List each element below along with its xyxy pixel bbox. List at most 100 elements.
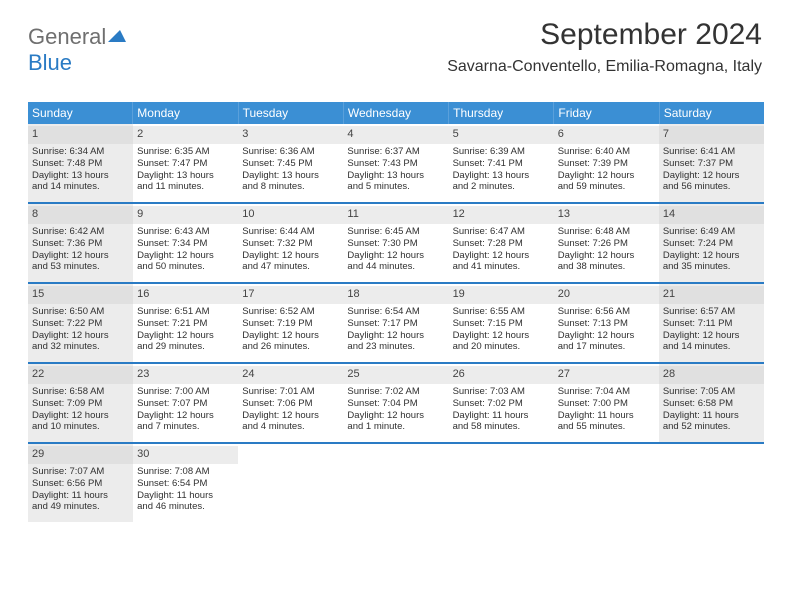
logo-word1: General (28, 24, 106, 49)
sunset-text: Sunset: 6:56 PM (32, 478, 129, 490)
week-row: 8 Sunrise: 6:42 AMSunset: 7:36 PM Daylight… (28, 202, 764, 282)
daylight-text: and 47 minutes. (242, 261, 339, 273)
sunset-text: Sunset: 7:32 PM (242, 238, 339, 250)
sunrise-text: Sunrise: 6:47 AM (453, 226, 550, 238)
daylight-text: Daylight: 12 hours (663, 330, 760, 342)
sunrise-text: Sunrise: 6:54 AM (347, 306, 444, 318)
day-number: 4 (343, 126, 448, 144)
day-cell: 7Sunrise: 6:41 AMSunset: 7:37 PMDaylight… (659, 124, 764, 202)
day-cell: 6Sunrise: 6:40 AMSunset: 7:39 PMDaylight… (554, 124, 659, 202)
daylight-text: Daylight: 11 hours (663, 410, 760, 422)
sunrise-text: Sunrise: 7:07 AM (32, 466, 129, 478)
day-cell: 28Sunrise: 7:05 AMSunset: 6:58 PMDayligh… (659, 364, 764, 442)
day-cell: 11Sunrise: 6:45 AMSunset: 7:30 PMDayligh… (343, 204, 448, 282)
daylight-text: Daylight: 12 hours (137, 410, 234, 422)
sunset-text: Sunset: 7:45 PM (242, 158, 339, 170)
sunset-text: Sunset: 7:37 PM (663, 158, 760, 170)
sunset-text: Sunset: 7:09 PM (32, 398, 129, 410)
daylight-text: Daylight: 12 hours (558, 330, 655, 342)
daylight-text: Daylight: 12 hours (347, 410, 444, 422)
daylight-text: and 1 minute. (347, 421, 444, 433)
day-number: 20 (554, 286, 659, 304)
daylight-text: and 4 minutes. (242, 421, 339, 433)
day-number: 3 (238, 126, 343, 144)
day-cell: 16Sunrise: 6:51 AMSunset: 7:21 PMDayligh… (133, 284, 238, 362)
day-cell: 20Sunrise: 6:56 AMSunset: 7:13 PMDayligh… (554, 284, 659, 362)
day-number: 21 (659, 286, 764, 304)
sunset-text: Sunset: 7:17 PM (347, 318, 444, 330)
daylight-text: Daylight: 11 hours (453, 410, 550, 422)
daylight-text: Daylight: 13 hours (137, 170, 234, 182)
day-cell (659, 444, 764, 522)
daylight-text: Daylight: 12 hours (558, 250, 655, 262)
daylight-text: and 35 minutes. (663, 261, 760, 273)
day-number: 18 (343, 286, 448, 304)
daylight-text: Daylight: 13 hours (32, 170, 129, 182)
day-number: 28 (659, 366, 764, 384)
sunset-text: Sunset: 7:28 PM (453, 238, 550, 250)
day-number: 27 (554, 366, 659, 384)
daylight-text: Daylight: 12 hours (242, 330, 339, 342)
day-number: 2 (133, 126, 238, 144)
daylight-text: Daylight: 11 hours (32, 490, 129, 502)
day-cell: 8Sunrise: 6:42 AMSunset: 7:36 PMDaylight… (28, 204, 133, 282)
day-number: 5 (449, 126, 554, 144)
weekday-header: SundayMondayTuesdayWednesdayThursdayFrid… (28, 102, 764, 124)
daylight-text: and 17 minutes. (558, 341, 655, 353)
sunrise-text: Sunrise: 6:37 AM (347, 146, 444, 158)
daylight-text: and 5 minutes. (347, 181, 444, 193)
daylight-text: and 29 minutes. (137, 341, 234, 353)
daylight-text: Daylight: 13 hours (347, 170, 444, 182)
sunrise-text: Sunrise: 6:57 AM (663, 306, 760, 318)
weekday-label: Tuesday (239, 102, 344, 124)
day-cell: 25Sunrise: 7:02 AMSunset: 7:04 PMDayligh… (343, 364, 448, 442)
day-cell (554, 444, 659, 522)
daylight-text: Daylight: 12 hours (663, 250, 760, 262)
day-cell: 23Sunrise: 7:00 AMSunset: 7:07 PMDayligh… (133, 364, 238, 442)
daylight-text: Daylight: 12 hours (558, 170, 655, 182)
day-cell: 19Sunrise: 6:55 AMSunset: 7:15 PMDayligh… (449, 284, 554, 362)
daylight-text: and 59 minutes. (558, 181, 655, 193)
daylight-text: and 32 minutes. (32, 341, 129, 353)
sunrise-text: Sunrise: 6:49 AM (663, 226, 760, 238)
sunrise-text: Sunrise: 6:42 AM (32, 226, 129, 238)
sunset-text: Sunset: 7:36 PM (32, 238, 129, 250)
sunset-text: Sunset: 7:30 PM (347, 238, 444, 250)
daylight-text: Daylight: 13 hours (453, 170, 550, 182)
daylight-text: and 56 minutes. (663, 181, 760, 193)
daylight-text: and 10 minutes. (32, 421, 129, 433)
day-cell: 24Sunrise: 7:01 AMSunset: 7:06 PMDayligh… (238, 364, 343, 442)
day-number: 6 (554, 126, 659, 144)
daylight-text: Daylight: 12 hours (453, 250, 550, 262)
sunset-text: Sunset: 7:21 PM (137, 318, 234, 330)
daylight-text: Daylight: 12 hours (242, 410, 339, 422)
sunset-text: Sunset: 7:22 PM (32, 318, 129, 330)
day-cell: 27Sunrise: 7:04 AMSunset: 7:00 PMDayligh… (554, 364, 659, 442)
daylight-text: Daylight: 12 hours (242, 250, 339, 262)
day-cell: 30Sunrise: 7:08 AMSunset: 6:54 PMDayligh… (133, 444, 238, 522)
day-number: 26 (449, 366, 554, 384)
day-number: 8 (28, 206, 133, 224)
daylight-text: Daylight: 12 hours (453, 330, 550, 342)
sunrise-text: Sunrise: 6:39 AM (453, 146, 550, 158)
week-row: 29Sunrise: 7:07 AMSunset: 6:56 PMDayligh… (28, 442, 764, 522)
day-cell: 10Sunrise: 6:44 AMSunset: 7:32 PMDayligh… (238, 204, 343, 282)
daylight-text: Daylight: 12 hours (663, 170, 760, 182)
day-cell: 9Sunrise: 6:43 AMSunset: 7:34 PMDaylight… (133, 204, 238, 282)
sunrise-text: Sunrise: 6:52 AM (242, 306, 339, 318)
sunset-text: Sunset: 7:47 PM (137, 158, 234, 170)
sunrise-text: Sunrise: 6:48 AM (558, 226, 655, 238)
day-number: 12 (449, 206, 554, 224)
day-cell: 3Sunrise: 6:36 AMSunset: 7:45 PMDaylight… (238, 124, 343, 202)
day-cell: 13Sunrise: 6:48 AMSunset: 7:26 PMDayligh… (554, 204, 659, 282)
sunrise-text: Sunrise: 7:00 AM (137, 386, 234, 398)
daylight-text: and 55 minutes. (558, 421, 655, 433)
sunset-text: Sunset: 7:00 PM (558, 398, 655, 410)
daylight-text: Daylight: 12 hours (347, 330, 444, 342)
daylight-text: Daylight: 11 hours (558, 410, 655, 422)
sunrise-text: Sunrise: 6:36 AM (242, 146, 339, 158)
day-cell: 12 Sunrise: 6:47 AMSunset: 7:28 PMDayligh… (449, 204, 554, 282)
sunset-text: Sunset: 7:39 PM (558, 158, 655, 170)
day-cell: 22Sunrise: 6:58 AMSunset: 7:09 PMDayligh… (28, 364, 133, 442)
daylight-text: and 41 minutes. (453, 261, 550, 273)
